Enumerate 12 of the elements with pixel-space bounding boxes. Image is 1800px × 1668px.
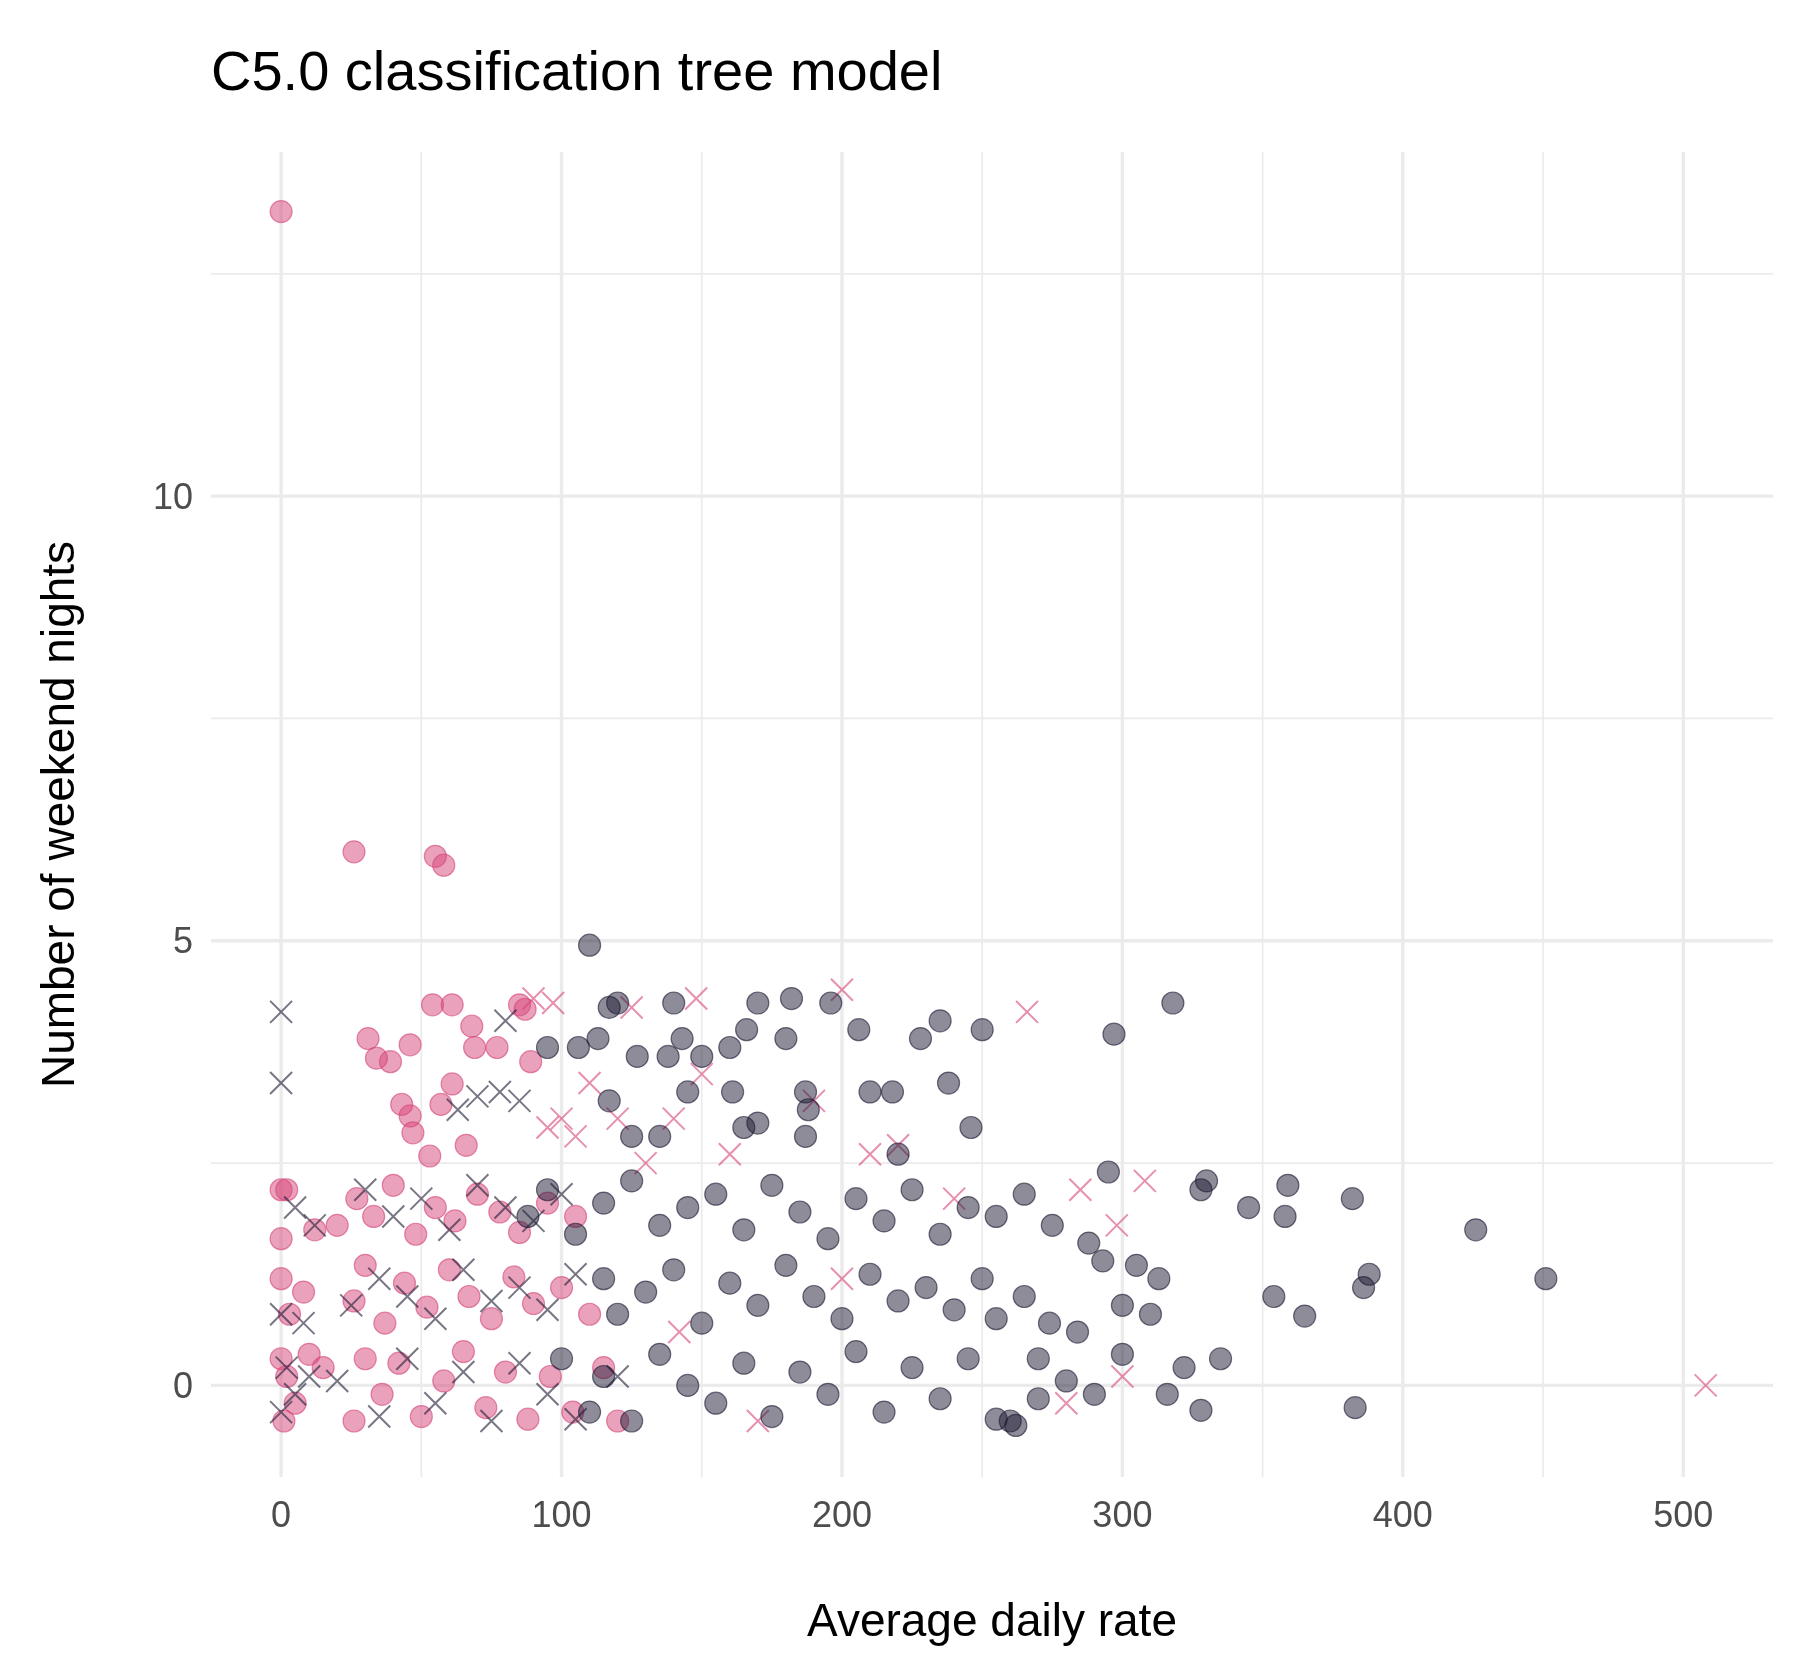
x-tick-label: 300 bbox=[1092, 1494, 1153, 1535]
x-tick-label: 200 bbox=[811, 1494, 873, 1535]
y-tick-label: 5 bbox=[172, 920, 193, 962]
x-tick-label: 0 bbox=[271, 1494, 292, 1535]
x-tick-label: 500 bbox=[1653, 1494, 1714, 1535]
y-axis-title: Number of weekend nights bbox=[32, 540, 84, 1089]
y-tick-label: 10 bbox=[152, 475, 193, 517]
x-axis-title: Average daily rate bbox=[807, 1594, 1177, 1646]
y-tick-label: 0 bbox=[172, 1365, 193, 1407]
chart-title: C5.0 classification tree model bbox=[211, 39, 943, 102]
x-tick-label: 100 bbox=[531, 1494, 592, 1535]
x-tick-label: 400 bbox=[1372, 1494, 1433, 1535]
